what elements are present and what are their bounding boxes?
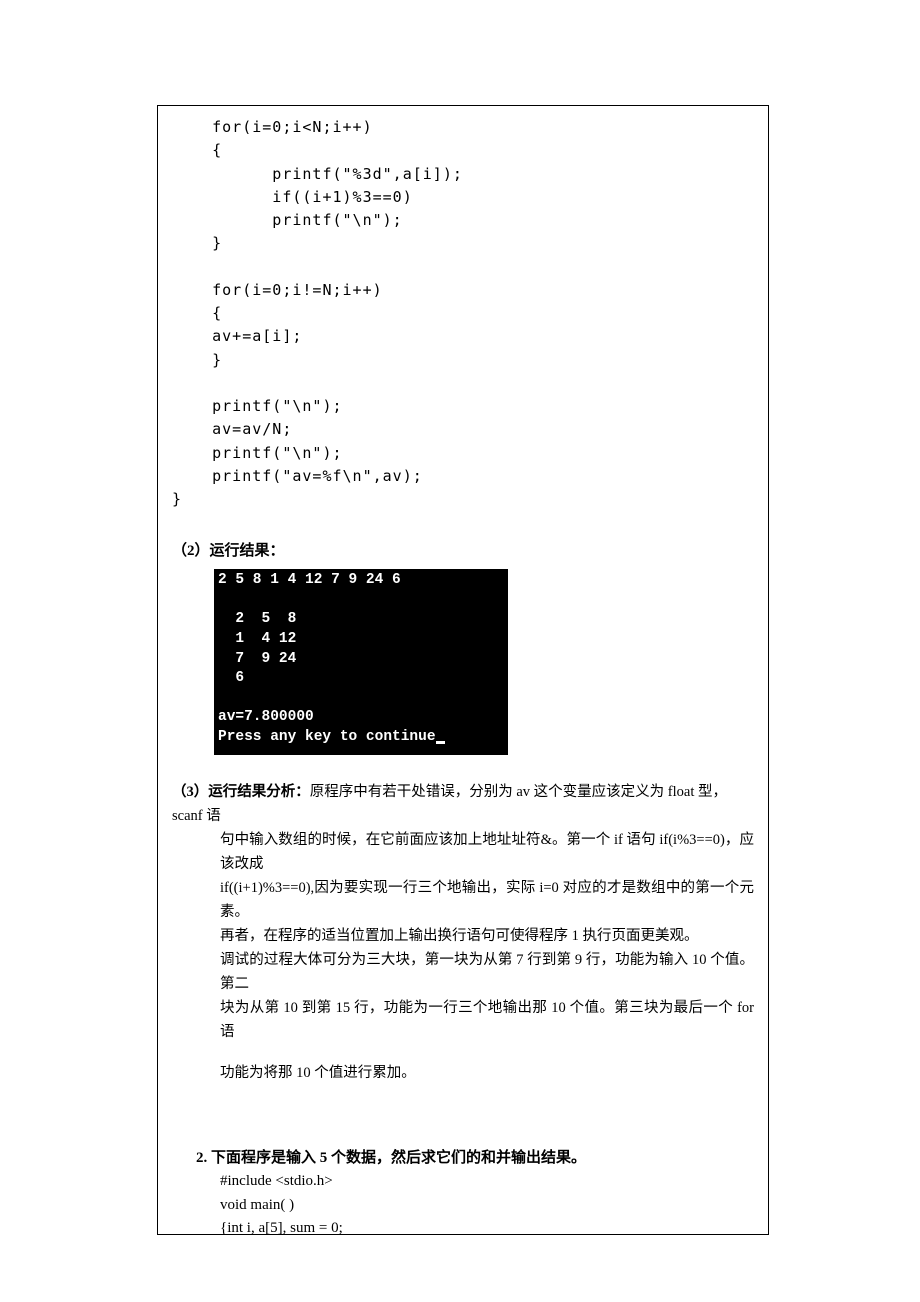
code-line: void main( )	[220, 1194, 754, 1217]
code-line: av+=a[i];	[172, 327, 302, 345]
analysis-text: 功能为将那 10 个值进行累加。	[220, 1062, 754, 1086]
console-line: 6	[218, 670, 244, 686]
code-line: if((i+1)%3==0)	[172, 188, 413, 206]
code-line: printf("\n");	[172, 397, 343, 415]
console-line: 2 5 8	[218, 611, 296, 627]
analysis-text: 句中输入数组的时候，在它前面应该加上地址址符&。第一个 if 语句 if(i%3…	[220, 829, 754, 877]
code-line: {int i, a[5], sum = 0;	[220, 1217, 754, 1240]
console-line: Press any key to continue	[218, 729, 436, 745]
cursor-icon	[436, 741, 445, 744]
analysis-text: 调试的过程大体可分为三大块，第一块为从第 7 行到第 9 行，功能为输入 10 …	[220, 949, 754, 997]
code-line: }	[172, 490, 182, 508]
code-line: av=av/N;	[172, 420, 292, 438]
code-line: printf("%3d",a[i]);	[172, 165, 463, 183]
code-line: for(i=0;i<N;i++)	[172, 118, 373, 136]
question-2: 2. 下面程序是输入 5 个数据，然后求它们的和并输出结果。 #include …	[172, 1146, 754, 1240]
code-block-1: for(i=0;i<N;i++) { printf("%3d",a[i]); i…	[172, 116, 754, 511]
code-line: }	[172, 351, 222, 369]
console-line: 1 4 12	[218, 631, 296, 647]
analysis-text: if((i+1)%3==0),因为要实现一行三个地输出，实际 i=0 对应的才是…	[220, 877, 754, 925]
section-3-label: （3）运行结果分析：	[172, 784, 310, 800]
code-line: printf("\n");	[172, 211, 403, 229]
code-line: {	[172, 141, 222, 159]
page: for(i=0;i<N;i++) { printf("%3d",a[i]); i…	[0, 0, 920, 1302]
console-output: 2 5 8 1 4 12 7 9 24 6 2 5 8 1 4 12 7 9 2…	[214, 569, 508, 755]
code-line: printf("av=%f\n",av);	[172, 467, 423, 485]
analysis-section: （3）运行结果分析：原程序中有若干处错误，分别为 av 这个变量应该定义为 fl…	[172, 781, 754, 1086]
analysis-text: 再者，在程序的适当位置加上输出换行语句可使得程序 1 执行页面更美观。	[220, 925, 754, 949]
section-2-label: （2）运行结果：	[172, 539, 754, 563]
bordered-content: for(i=0;i<N;i++) { printf("%3d",a[i]); i…	[157, 105, 769, 1235]
code-line: printf("\n");	[172, 444, 343, 462]
console-line: 7 9 24	[218, 651, 296, 667]
analysis-text: 块为从第 10 到第 15 行，功能为一行三个地输出那 10 个值。第三块为最后…	[220, 997, 754, 1045]
code-line: for(i=0;i!=N;i++)	[172, 281, 383, 299]
code-line: {	[172, 304, 222, 322]
console-line: av=7.800000	[218, 709, 314, 725]
q2-title: 2. 下面程序是输入 5 个数据，然后求它们的和并输出结果。	[172, 1146, 754, 1170]
code-line: }	[172, 234, 222, 252]
console-line: 2 5 8 1 4 12 7 9 24 6	[218, 572, 401, 588]
code-line: #include <stdio.h>	[220, 1170, 754, 1193]
